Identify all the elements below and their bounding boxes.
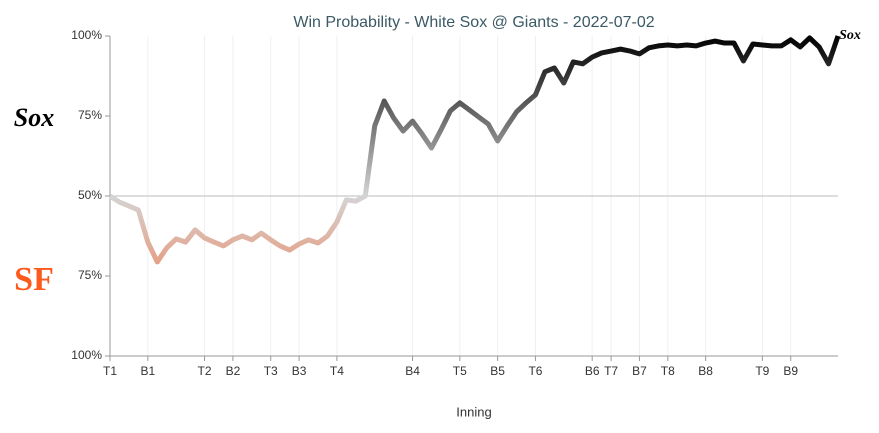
team-logo: Sox [14,103,54,132]
team-logo: SF [14,261,54,298]
y-tick-label: 75% [78,268,102,282]
x-axis-label: Inning [456,404,491,419]
x-tick-label: B4 [405,364,420,378]
x-tick-label: T7 [604,364,618,378]
x-tick-label: T4 [330,364,344,378]
x-tick-label: B1 [140,364,155,378]
y-tick-label: 50% [78,188,102,202]
y-tick-label: 100% [71,348,102,362]
x-tick-label: B7 [632,364,647,378]
x-tick-label: T8 [661,364,675,378]
team-logo: Sox [839,28,861,43]
x-tick-label: T5 [453,364,467,378]
x-tick-label: B8 [698,364,713,378]
y-tick-label: 75% [78,108,102,122]
x-tick-label: B2 [226,364,241,378]
x-tick-label: T2 [198,364,212,378]
y-tick-label: 100% [71,28,102,42]
x-tick-label: T9 [755,364,769,378]
win-probability-line [108,35,841,265]
x-tick-label: T1 [103,364,117,378]
x-tick-label: B3 [292,364,307,378]
chart-title: Win Probability - White Sox @ Giants - 2… [293,14,654,31]
x-tick-label: T3 [264,364,278,378]
x-tick-label: T6 [528,364,542,378]
x-tick-label: B5 [490,364,505,378]
x-tick-label: B9 [783,364,798,378]
x-tick-label: B6 [585,364,600,378]
